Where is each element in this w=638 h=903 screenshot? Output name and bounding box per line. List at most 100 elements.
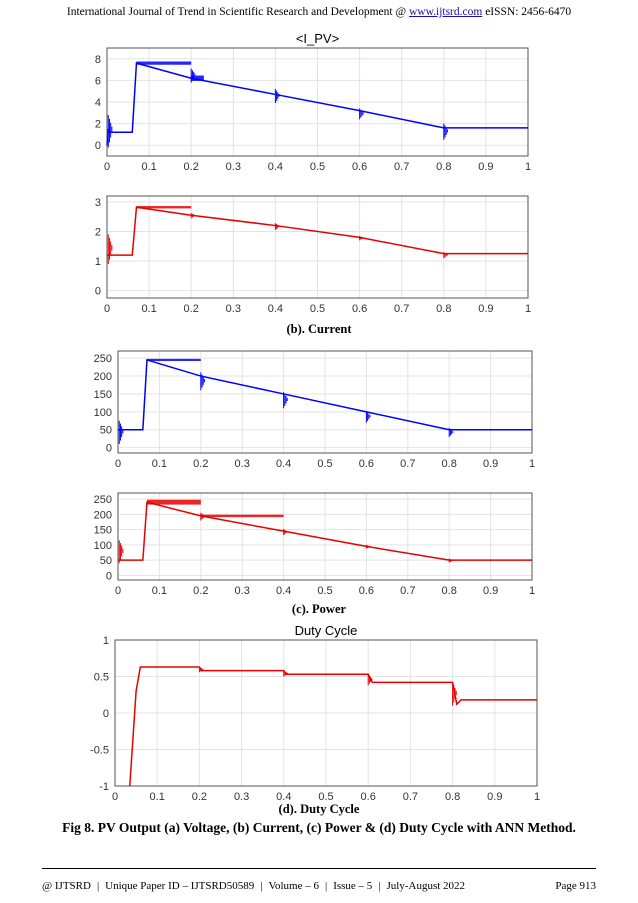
footer-journal: @ IJTSRD	[42, 880, 91, 892]
x-tick-label: 0.5	[317, 585, 332, 597]
x-tick-label: 0.4	[276, 585, 291, 597]
chart-title: Duty Cycle	[295, 623, 358, 638]
x-tick-label: 0.4	[268, 303, 283, 315]
ipv-current-blue-chart: 0 0.1 0.2 0.3 0.4 0.5 0.6 0.7 0.8 0.9 1 0 2 4 6 8 <I_PV>	[95, 31, 531, 173]
y-tick-label: 250	[94, 494, 112, 506]
caption-duty-cycle: (d). Duty Cycle	[278, 802, 360, 816]
series-line	[106, 62, 528, 146]
x-tick-label: 0.8	[442, 585, 457, 597]
x-tick-label: 0.7	[394, 303, 409, 315]
caption-current: (b). Current	[286, 322, 352, 336]
ripple-band	[146, 499, 201, 505]
x-tick-label: 0.9	[483, 458, 498, 470]
power-red-chart: 0 0.1 0.2 0.3 0.4 0.5 0.6 0.7 0.8 0.9 1 0 50 100 150 20…	[94, 492, 535, 597]
x-tick-label: 0	[115, 585, 121, 597]
y-tick-label: 3	[95, 197, 101, 209]
ripple-band	[146, 358, 201, 362]
x-tick-label: 0.6	[359, 458, 374, 470]
x-tick-label: 0.7	[400, 458, 415, 470]
x-tick-label: 0.3	[226, 161, 241, 173]
footer-rule	[42, 868, 596, 869]
y-tick-label: 150	[94, 389, 112, 401]
y-tick-label: 0	[106, 443, 112, 455]
x-tick-label: 0	[104, 161, 110, 173]
x-tick-label: 0.8	[436, 161, 451, 173]
power-blue-chart: 0 0.1 0.2 0.3 0.4 0.5 0.6 0.7 0.8 0.9 1 0 50 100 150 20…	[94, 350, 535, 470]
x-tick-label: 0.6	[359, 585, 374, 597]
x-tick-label: 0.2	[184, 161, 199, 173]
page-footer: @ IJTSRD | Unique Paper ID – IJTSRD50589 | V…	[42, 880, 596, 892]
x-tick-label: 0.2	[184, 303, 199, 315]
x-tick-label: 0.3	[235, 585, 250, 597]
y-tick-label: 4	[95, 97, 101, 109]
y-tick-label: 0	[95, 286, 101, 298]
x-tick-label: 0.9	[483, 585, 498, 597]
x-tick-label: 0.1	[150, 791, 165, 803]
x-tick-label: 0.1	[152, 585, 167, 597]
x-tick-label: 0.7	[400, 585, 415, 597]
ripple-band	[200, 514, 284, 518]
x-tick-label: 0	[104, 303, 110, 315]
y-tick-label: 8	[95, 54, 101, 66]
duty-cycle-chart: 0 0.1 0.2 0.3 0.4 0.5 0.6 0.7 0.8 0.9 1 -1 -0.5 0 0.5 1…	[90, 623, 540, 803]
x-tick-label: 0.1	[141, 303, 156, 315]
ripple-band	[136, 61, 192, 65]
journal-header-text: International Journal of Trend in Scient…	[66, 6, 409, 18]
y-tick-label: -1	[99, 781, 109, 793]
footer-paper-id: Unique Paper ID – IJTSRD50589	[105, 880, 255, 892]
journal-link[interactable]: www.ijtsrd.com	[408, 6, 483, 18]
journal-issn: eISSN: 2456-6470	[482, 6, 572, 18]
series-line	[129, 666, 537, 787]
x-tick-label: 0.5	[318, 791, 333, 803]
y-tick-label: 0	[103, 708, 109, 720]
x-tick-label: 0.8	[445, 791, 460, 803]
x-tick-label: 0.4	[276, 791, 291, 803]
y-tick-label: 0	[106, 570, 112, 582]
x-tick-label: 0.9	[478, 303, 493, 315]
y-tick-label: 1	[95, 256, 101, 268]
plot-frame	[114, 639, 538, 787]
plot-frame	[117, 350, 533, 454]
x-tick-label: 1	[529, 585, 535, 597]
x-tick-label: 0.3	[234, 791, 249, 803]
x-tick-label: 1	[525, 303, 531, 315]
x-tick-label: 0.9	[487, 791, 502, 803]
y-tick-label: 50	[100, 555, 112, 567]
y-tick-label: 250	[94, 353, 112, 365]
x-tick-label: 0.6	[352, 161, 367, 173]
ripple-band	[136, 206, 192, 209]
chart-title: <I_PV>	[296, 31, 339, 46]
x-tick-label: 0.8	[442, 458, 457, 470]
x-tick-label: 0.4	[268, 161, 283, 173]
footer-issue: Issue – 5	[333, 880, 373, 892]
x-tick-label: 1	[529, 458, 535, 470]
ripple-band	[191, 75, 204, 81]
y-tick-label: 1	[103, 635, 109, 647]
y-tick-label: 2	[95, 119, 101, 131]
x-tick-label: 0	[115, 458, 121, 470]
footer-volume: Volume – 6	[268, 880, 319, 892]
x-tick-label: 0.1	[141, 161, 156, 173]
x-tick-label: 0.2	[193, 458, 208, 470]
y-tick-label: 100	[94, 407, 112, 419]
y-tick-label: 150	[94, 525, 112, 537]
x-tick-label: 0.5	[317, 458, 332, 470]
y-tick-label: -0.5	[90, 745, 109, 757]
y-tick-label: 6	[95, 75, 101, 87]
x-tick-label: 0.2	[192, 791, 207, 803]
footer-date: July-August 2022	[386, 880, 466, 892]
x-tick-label: 0.7	[394, 161, 409, 173]
x-tick-label: 0.2	[193, 585, 208, 597]
caption-power: (c). Power	[291, 602, 347, 616]
journal-header: International Journal of Trend in Scient…	[0, 6, 638, 18]
plot-frame	[117, 492, 533, 581]
x-tick-label: 0.5	[310, 161, 325, 173]
y-tick-label: 2	[95, 226, 101, 238]
x-tick-label: 0.6	[361, 791, 376, 803]
x-tick-label: 0.7	[403, 791, 418, 803]
x-tick-label: 0.6	[352, 303, 367, 315]
footer-page-number: Page 913	[555, 880, 596, 892]
x-tick-label: 0.9	[478, 161, 493, 173]
y-tick-label: 200	[94, 371, 112, 383]
y-tick-label: 100	[94, 540, 112, 552]
